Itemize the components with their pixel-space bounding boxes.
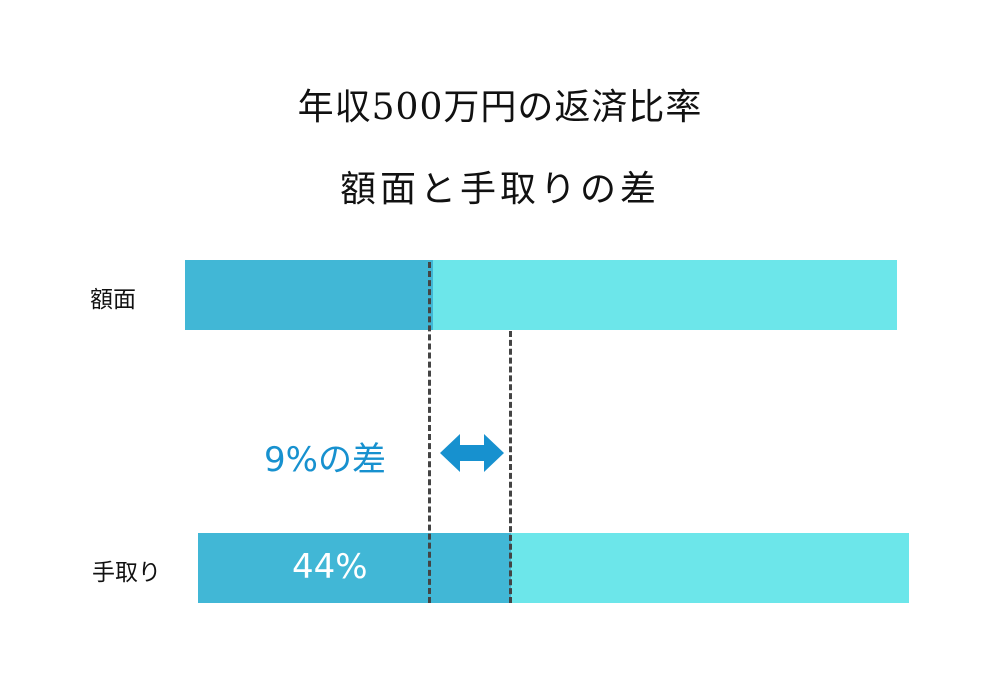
row-label-gross: 額面 bbox=[90, 287, 136, 313]
bar-net: 44% bbox=[198, 533, 909, 603]
guide-line-gross bbox=[428, 262, 431, 603]
chart-title-line1: 年収500万円の返済比率 bbox=[297, 87, 703, 128]
bar-gross-repayment-segment bbox=[185, 260, 433, 330]
guide-line-net bbox=[509, 331, 512, 603]
difference-label: 9%の差 bbox=[264, 440, 386, 480]
chart-title-line2: 額面と手取りの差 bbox=[339, 169, 660, 210]
row-label-net: 手取り bbox=[92, 560, 161, 586]
double-arrow-icon bbox=[440, 434, 504, 472]
bar-net-repayment-segment: 44% bbox=[198, 533, 511, 603]
bar-net-value-label: 44% bbox=[292, 547, 368, 587]
bar-gross bbox=[185, 260, 897, 330]
